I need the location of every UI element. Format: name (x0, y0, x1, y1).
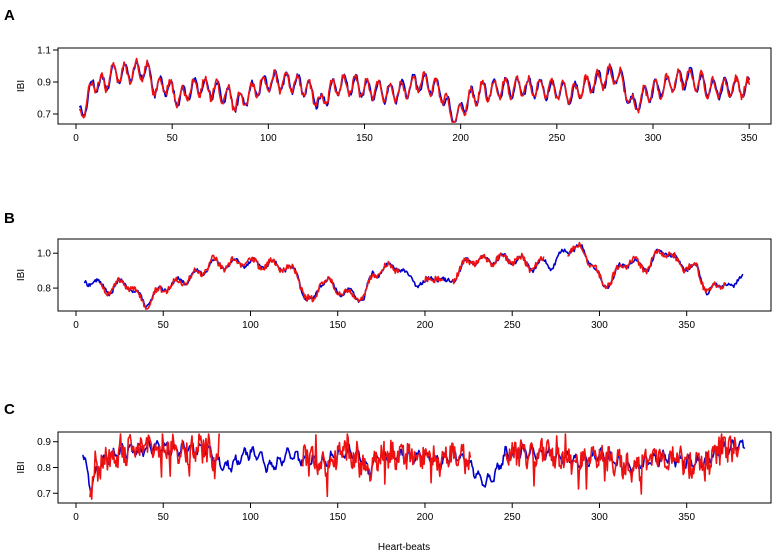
panel-letter: C (4, 401, 15, 418)
x-tick-label: 50 (167, 133, 179, 144)
y-tick-label: 0.8 (37, 463, 51, 474)
x-tick-label: 200 (452, 133, 469, 144)
y-tick-label: 1.0 (37, 249, 51, 260)
panel-c: C 0 50 100 150 200 250 300 350 0.7 0.8 0.9 IBI (4, 401, 772, 523)
plot-frame (57, 47, 772, 125)
series-line-red (99, 241, 726, 310)
y-axis-label: IBI (16, 461, 27, 473)
series-line-blue (83, 244, 744, 309)
x-tick-label: 350 (678, 320, 695, 331)
plot-frame (57, 431, 772, 504)
x-tick-label: 0 (73, 133, 79, 144)
y-tick-label: 0.8 (37, 284, 51, 295)
x-tick-label: 350 (741, 133, 758, 144)
x-tick-label: 100 (242, 320, 259, 331)
y-tick-label: 0.9 (37, 437, 51, 448)
panel-letter: B (4, 210, 15, 227)
y-tick-label: 0.7 (37, 110, 51, 121)
y-axis-label: IBI (16, 80, 27, 92)
x-tick-label: 150 (329, 512, 346, 523)
panel-b: B 0 50 100 150 200 250 300 350 0.8 1.0 IBI (4, 210, 772, 331)
y-tick-label: 0.7 (37, 489, 51, 500)
y-tick-label: 0.9 (37, 78, 51, 89)
x-tick-label: 100 (260, 133, 277, 144)
x-tick-label: 200 (417, 320, 434, 331)
x-tick-label: 300 (645, 133, 662, 144)
x-tick-label: 0 (73, 320, 79, 331)
series-line-red (89, 433, 740, 500)
x-tick-label: 250 (504, 512, 521, 523)
x-tick-label: 200 (417, 512, 434, 523)
x-tick-label: 150 (329, 320, 346, 331)
x-tick-label: 300 (591, 320, 608, 331)
y-axis-label: IBI (16, 269, 27, 281)
plot-frame (57, 238, 772, 312)
panel-letter: A (4, 7, 15, 24)
x-tick-label: 350 (678, 512, 695, 523)
x-axis-label: Heart-beats (378, 542, 430, 553)
x-tick-label: 100 (242, 512, 259, 523)
x-tick-label: 50 (158, 512, 170, 523)
x-tick-label: 150 (356, 133, 373, 144)
x-tick-label: 0 (73, 512, 79, 523)
x-tick-label: 250 (504, 320, 521, 331)
x-tick-label: 250 (548, 133, 565, 144)
y-tick-label: 1.1 (37, 46, 51, 57)
panel-a: A 0 50 100 150 200 250 300 350 0.7 0.9 1.1 IBI (4, 7, 772, 144)
x-tick-label: 50 (158, 320, 170, 331)
series-line-red (79, 57, 750, 123)
x-tick-label: 300 (591, 512, 608, 523)
